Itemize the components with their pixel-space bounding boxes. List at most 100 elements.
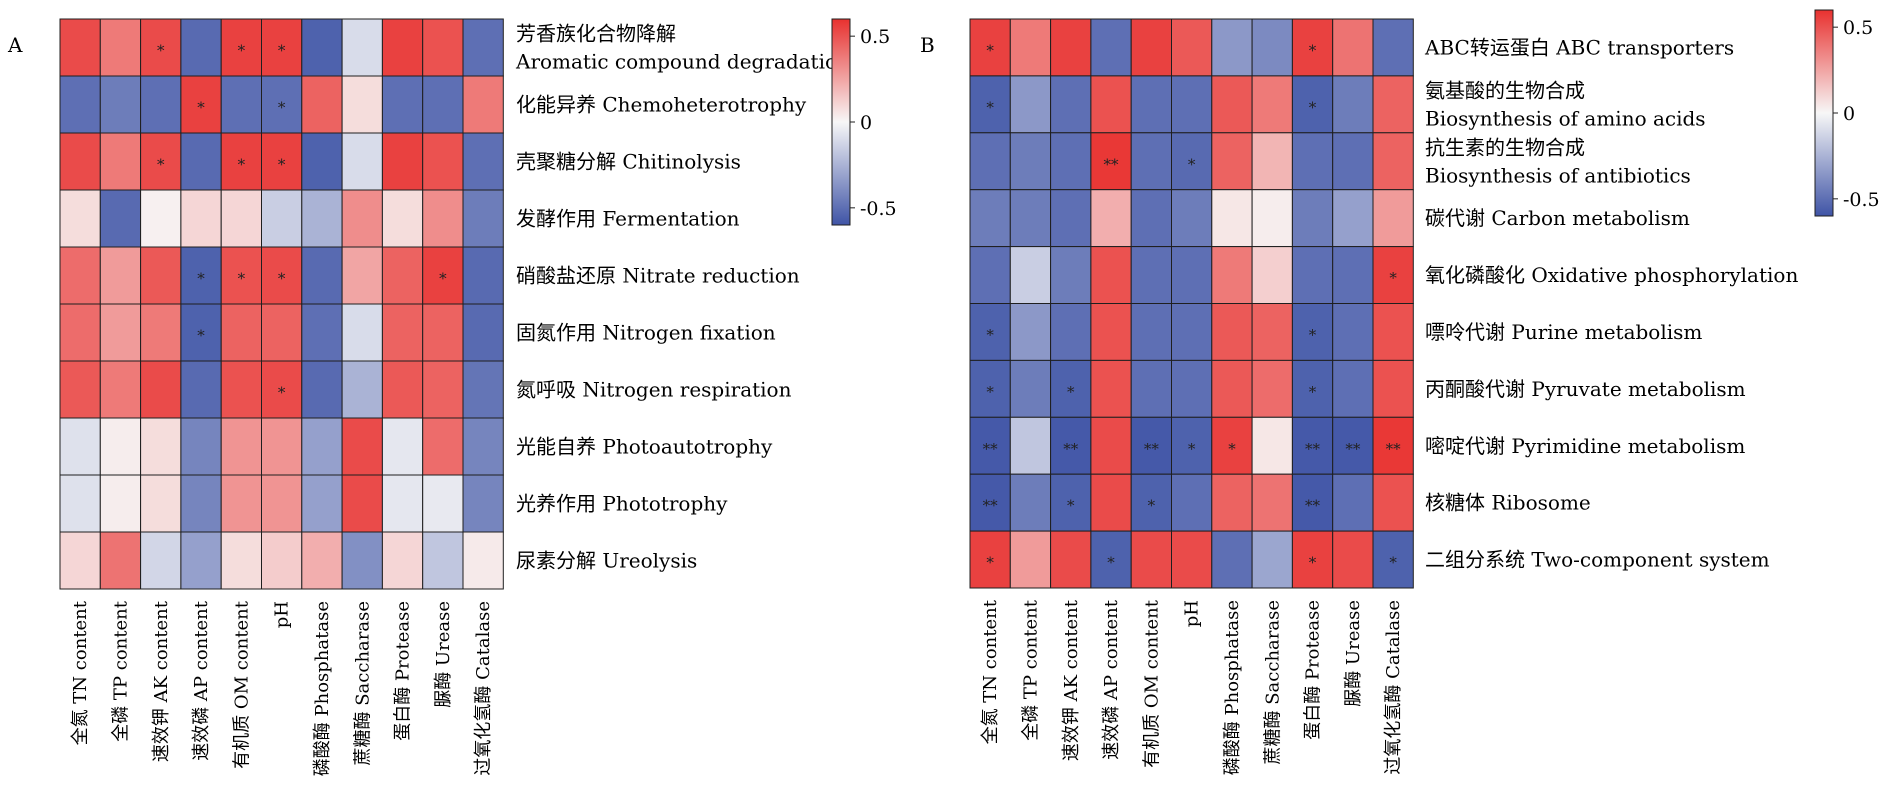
significance-mark: * <box>278 156 286 174</box>
heatmap-cell <box>301 18 343 77</box>
column-label: 全氮 TN content <box>70 600 91 745</box>
heatmap-cell <box>261 303 303 362</box>
heatmap-cell <box>99 246 142 305</box>
heatmap-cell <box>462 132 504 191</box>
heatmap-cell <box>969 75 1011 134</box>
heatmap-cell <box>1211 359 1253 418</box>
heatmap-cell <box>220 303 262 362</box>
heatmap-cell <box>99 18 142 77</box>
significance-mark: * <box>986 41 994 59</box>
row-label: 抗生素的生物合成 <box>1425 135 1585 159</box>
heatmap-cell <box>1291 189 1334 248</box>
heatmap-cell <box>220 75 262 134</box>
heatmap-cell <box>1130 246 1172 305</box>
heatmap-cell <box>1090 132 1132 191</box>
heatmap-cell <box>220 360 262 419</box>
colorbar-tick-label: 0.5 <box>860 26 890 48</box>
column-label: 全氮 TN content <box>980 599 1001 744</box>
significance-mark: * <box>157 156 165 174</box>
heatmap-cell <box>140 531 182 590</box>
significance-mark: * <box>986 326 994 344</box>
heatmap-cell <box>341 360 383 419</box>
heatmap-cell <box>1130 75 1172 134</box>
heatmap-cell <box>341 246 383 305</box>
significance-mark: ** <box>983 440 999 458</box>
heatmap-cell <box>1291 473 1334 532</box>
heatmap-cell <box>422 132 464 191</box>
heatmap-cell <box>1009 530 1052 589</box>
heatmap-cell <box>1251 359 1293 418</box>
heatmap-cell <box>261 189 303 248</box>
heatmap-cell <box>140 75 182 134</box>
heatmap-cell <box>1332 189 1374 248</box>
heatmap-cell <box>381 474 424 533</box>
heatmap-cell <box>1372 473 1414 532</box>
significance-mark: * <box>278 270 286 288</box>
heatmap-cell <box>180 474 222 533</box>
significance-mark: * <box>986 98 994 116</box>
heatmap-cell <box>381 303 424 362</box>
heatmap-cell <box>969 359 1011 418</box>
row-label: 固氮作用 Nitrogen fixation <box>516 321 776 345</box>
heatmap-cell <box>99 132 142 191</box>
significance-mark: * <box>439 270 447 288</box>
significance-mark: * <box>278 42 286 60</box>
heatmap-cell <box>1171 473 1213 532</box>
heatmap-panel-b: B * ** *** *** ** * *** ** ** * * ** ** **** * * *** * * *A… <box>920 9 1880 775</box>
row-label: 碳代谢 Carbon metabolism <box>1425 206 1690 230</box>
heatmap-cell <box>180 531 222 590</box>
heatmap-cell <box>220 18 262 77</box>
row-label: 丙酮酸代谢 Pyruvate metabolism <box>1425 377 1746 401</box>
significance-mark: * <box>1188 155 1196 173</box>
heatmap-cell <box>422 474 464 533</box>
heatmap-cell <box>1090 473 1132 532</box>
heatmap-cell <box>1251 416 1293 475</box>
heatmap-cell <box>1211 75 1253 134</box>
row-label: 发酵作用 Fermentation <box>516 207 740 231</box>
heatmap-cell <box>1130 132 1172 191</box>
heatmap-cell <box>59 18 101 77</box>
heatmap-cell <box>99 474 142 533</box>
heatmap-cell <box>341 303 383 362</box>
heatmap-cell <box>99 360 142 419</box>
heatmap-cell <box>1211 18 1253 77</box>
row-label: 光能自养 Photoautotrophy <box>516 435 773 459</box>
heatmap-cell <box>180 417 222 476</box>
significance-mark: ** <box>1104 155 1120 173</box>
heatmap-cell <box>1090 359 1132 418</box>
heatmap-cell <box>462 75 504 134</box>
row-label: 光养作用 Phototrophy <box>516 492 728 516</box>
heatmap-cell <box>462 531 504 590</box>
heatmap-cell <box>341 474 383 533</box>
heatmap-cell <box>1372 530 1414 589</box>
heatmap-cell <box>1291 18 1334 77</box>
heatmap-cell <box>969 246 1011 305</box>
heatmap-cell <box>462 189 504 248</box>
significance-mark: * <box>1309 554 1317 572</box>
heatmap-cell <box>1009 75 1052 134</box>
heatmap-cell <box>1211 189 1253 248</box>
significance-mark: * <box>197 270 205 288</box>
heatmap-cell <box>341 531 383 590</box>
column-label: pH <box>1182 600 1203 627</box>
significance-mark: * <box>238 42 246 60</box>
column-label: 有机质 OM content <box>231 600 252 769</box>
heatmap-cell <box>1251 246 1293 305</box>
heatmap-cell <box>1211 416 1253 475</box>
heatmap-cell <box>462 303 504 362</box>
heatmap-cell <box>1050 303 1092 361</box>
heatmap-cell <box>140 303 182 362</box>
heatmap-cell <box>301 531 343 590</box>
significance-mark: * <box>1228 440 1236 458</box>
heatmap-cell <box>59 474 101 533</box>
row-label: 氧化磷酸化 Oxidative phosphorylation <box>1425 263 1798 287</box>
significance-mark: ** <box>1305 440 1321 458</box>
significance-mark: ** <box>1345 440 1361 458</box>
heatmap-cell <box>1050 75 1092 134</box>
heatmap-cell <box>1251 473 1293 532</box>
column-label: 磷酸酶 Phosphatase <box>312 601 333 776</box>
column-label: 有机质 OM content <box>1141 599 1162 768</box>
heatmap-cell <box>301 417 343 476</box>
panel-label-a: A <box>7 33 23 57</box>
heatmap-cell <box>341 18 383 77</box>
